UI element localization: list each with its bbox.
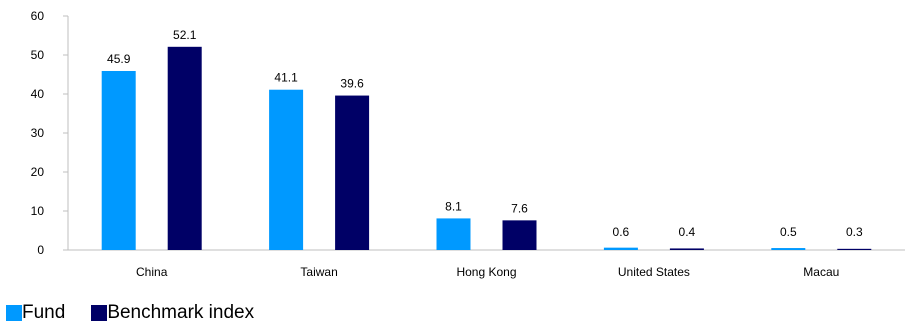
chart-bars: [101, 46, 872, 251]
x-tick-label: China: [136, 265, 168, 279]
legend-label-benchmark-index: Benchmark index: [107, 302, 255, 323]
legend-swatch-fund: [6, 305, 22, 321]
y-tick-label: 10: [31, 204, 45, 218]
bar-benchmark-index: [167, 46, 202, 251]
bar-fund: [436, 218, 471, 250]
chart-axes: 0 10 20 30 40 50 60 China Taiwan Hong Kong United …: [31, 9, 905, 279]
data-label: 41.1: [274, 71, 298, 85]
x-tick-label: Hong Kong: [456, 265, 516, 279]
bar-chart: 0 10 20 30 40 50 60 China Taiwan Hong Kong United …: [31, 9, 905, 279]
data-label: 45.9: [107, 52, 131, 66]
bar-fund: [101, 70, 136, 251]
chart-legend: Fund Benchmark index: [6, 302, 280, 324]
bar-fund: [771, 248, 806, 250]
y-tick-label: 20: [31, 165, 45, 179]
data-label: 0.3: [846, 225, 863, 239]
legend-label-fund: Fund: [22, 302, 66, 323]
data-label: 7.6: [511, 201, 528, 215]
data-label: 8.1: [445, 199, 462, 213]
y-tick-label: 30: [31, 126, 45, 140]
x-tick-label: United States: [618, 265, 690, 279]
data-label: 0.5: [780, 225, 797, 239]
x-tick-label: Taiwan: [300, 265, 337, 279]
bar-fund: [269, 89, 304, 251]
y-tick-label: 0: [37, 243, 44, 257]
bar-benchmark-index: [669, 248, 704, 250]
bar-fund: [603, 247, 638, 250]
bar-benchmark-index: [335, 95, 370, 250]
bar-benchmark-index: [837, 248, 872, 250]
data-label: 39.6: [340, 77, 364, 91]
legend-item-fund: Fund: [6, 302, 65, 324]
legend-swatch-benchmark-index: [91, 305, 108, 321]
data-label: 0.4: [679, 225, 696, 239]
legend-item-benchmark-index: Benchmark index: [91, 302, 254, 324]
y-tick-label: 40: [31, 87, 45, 101]
data-label: 0.6: [613, 225, 630, 239]
chart-data-labels: 45.9 52.1 41.1 39.6 8.1 7.6 0.6 0.4 0.5 0.3: [107, 28, 863, 239]
x-tick-label: Macau: [803, 265, 839, 279]
y-tick-label: 60: [31, 9, 45, 23]
y-tick-label: 50: [31, 48, 45, 62]
bar-benchmark-index: [502, 220, 537, 250]
data-label: 52.1: [173, 28, 197, 42]
